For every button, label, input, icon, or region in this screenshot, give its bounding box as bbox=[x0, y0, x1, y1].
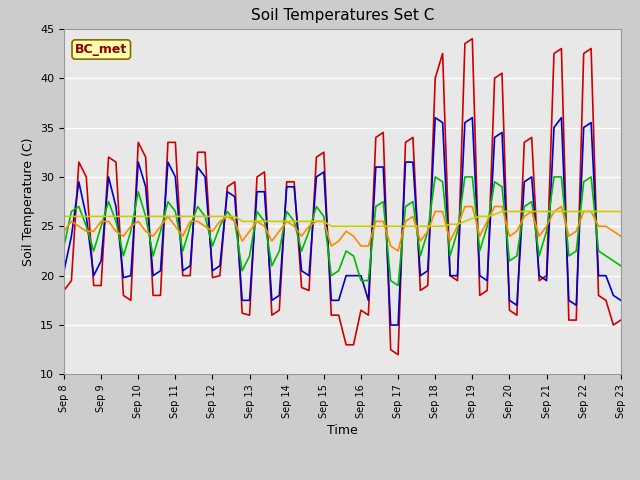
Text: BC_met: BC_met bbox=[75, 43, 127, 56]
X-axis label: Time: Time bbox=[327, 424, 358, 437]
Title: Soil Temperatures Set C: Soil Temperatures Set C bbox=[251, 9, 434, 24]
Y-axis label: Soil Temperature (C): Soil Temperature (C) bbox=[22, 137, 35, 266]
